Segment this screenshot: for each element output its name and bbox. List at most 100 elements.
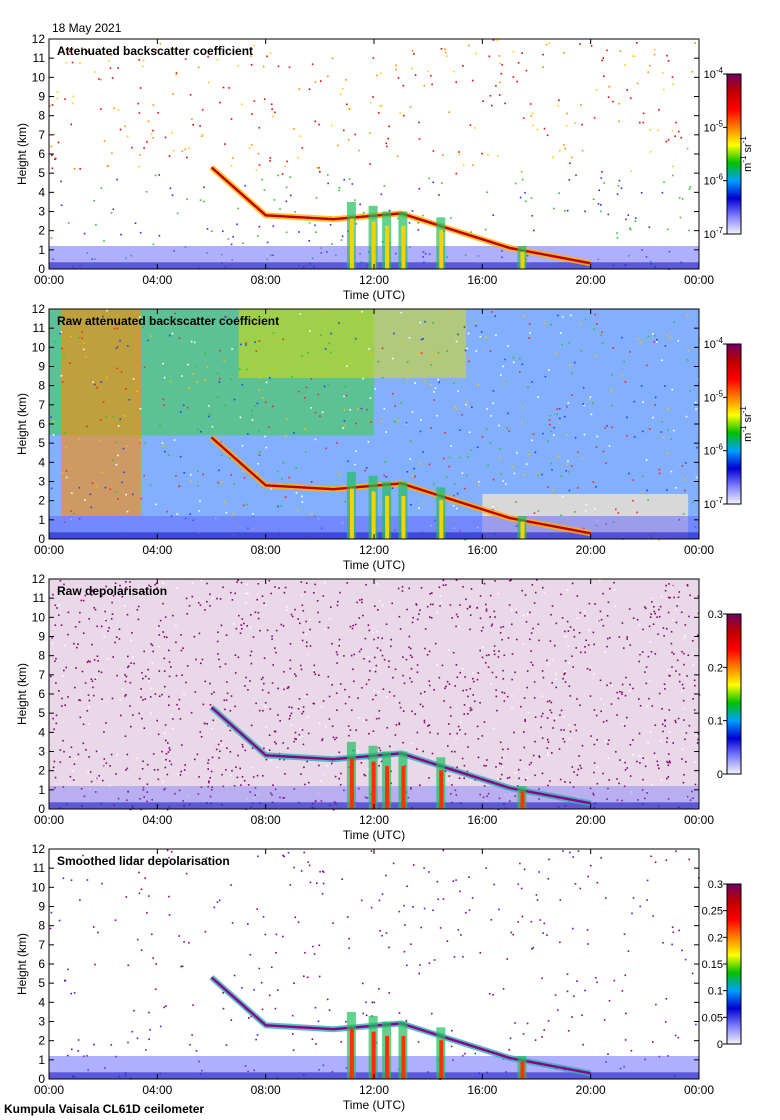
speckle: [559, 417, 561, 420]
speckle: [140, 696, 142, 698]
speckle: [232, 236, 234, 238]
speckle: [442, 154, 444, 156]
speckle: [637, 337, 640, 340]
speckle: [547, 486, 549, 488]
speckle: [68, 50, 71, 52]
speckle: [457, 725, 460, 728]
speckle: [355, 729, 357, 731]
speckle: [258, 225, 261, 228]
speckle: [641, 789, 644, 791]
speckle: [136, 1037, 139, 1040]
panel-2: Raw attenuated backscatter coefficient01…: [15, 302, 754, 572]
speckle: [144, 675, 147, 678]
speckle: [406, 964, 408, 967]
speckle: [234, 672, 237, 674]
speckle: [597, 620, 600, 622]
speckle: [428, 962, 431, 964]
speckle: [547, 754, 549, 757]
speckle: [354, 463, 356, 466]
speckle: [626, 767, 628, 769]
y-axis-label: Height (km): [15, 933, 29, 995]
speckle: [168, 895, 170, 898]
speckle: [511, 653, 514, 655]
speckle: [139, 87, 142, 89]
speckle: [609, 587, 611, 590]
speckle: [314, 81, 317, 83]
speckle: [568, 489, 571, 492]
speckle: [82, 599, 85, 602]
speckle: [551, 682, 553, 684]
speckle: [207, 759, 210, 761]
speckle: [397, 217, 399, 220]
speckle: [466, 401, 468, 403]
speckle: [523, 614, 525, 617]
speckle: [683, 774, 685, 776]
speckle: [492, 390, 495, 392]
speckle: [127, 655, 129, 658]
speckle: [110, 753, 113, 756]
speckle: [466, 347, 468, 350]
speckle: [685, 796, 687, 799]
speckle: [674, 1034, 677, 1037]
speckle: [89, 771, 92, 773]
speckle: [200, 135, 203, 137]
speckle: [620, 187, 623, 189]
speckle: [222, 992, 224, 994]
speckle: [501, 638, 503, 641]
speckle: [642, 778, 644, 781]
speckle: [641, 651, 644, 653]
speckle: [219, 666, 221, 668]
speckle: [230, 474, 232, 476]
speckle: [125, 675, 128, 678]
speckle: [88, 618, 90, 620]
speckle: [301, 712, 303, 715]
speckle: [78, 699, 80, 701]
speckle: [514, 1022, 516, 1024]
speckle: [269, 52, 272, 54]
speckle: [457, 615, 459, 618]
x-tick-label: 04:00: [142, 813, 172, 827]
speckle: [530, 661, 533, 664]
speckle: [219, 378, 221, 380]
speckle: [101, 698, 103, 700]
speckle: [251, 419, 254, 421]
speckle: [250, 144, 253, 146]
speckle: [163, 636, 166, 638]
speckle: [648, 226, 651, 228]
speckle: [592, 794, 595, 796]
speckle: [508, 604, 511, 606]
speckle: [269, 708, 272, 710]
speckle: [509, 793, 511, 795]
speckle: [639, 121, 641, 124]
speckle: [201, 109, 204, 111]
speckle: [314, 411, 317, 414]
speckle: [91, 482, 94, 484]
speckle: [288, 66, 291, 69]
speckle: [521, 178, 524, 181]
speckle: [240, 784, 242, 786]
speckle: [496, 39, 499, 42]
colorbar: 00.10.20.3: [708, 609, 742, 781]
speckle: [150, 133, 153, 135]
speckle: [108, 51, 110, 53]
y-tick-label: 8: [38, 649, 45, 663]
speckle: [474, 127, 476, 129]
speckle: [192, 373, 194, 375]
speckle: [138, 892, 141, 895]
speckle: [110, 54, 113, 56]
speckle: [494, 315, 496, 317]
speckle: [218, 658, 220, 661]
speckle: [355, 450, 357, 452]
speckle: [587, 875, 589, 878]
speckle: [517, 883, 520, 886]
speckle: [629, 227, 631, 230]
speckle: [592, 402, 594, 405]
speckle: [143, 650, 145, 653]
speckle: [661, 708, 663, 710]
speckle: [213, 906, 216, 909]
date-label: 18 May 2021: [52, 21, 122, 35]
speckle: [219, 750, 221, 753]
speckle: [60, 624, 63, 626]
speckle: [512, 933, 514, 936]
speckle: [671, 76, 674, 78]
